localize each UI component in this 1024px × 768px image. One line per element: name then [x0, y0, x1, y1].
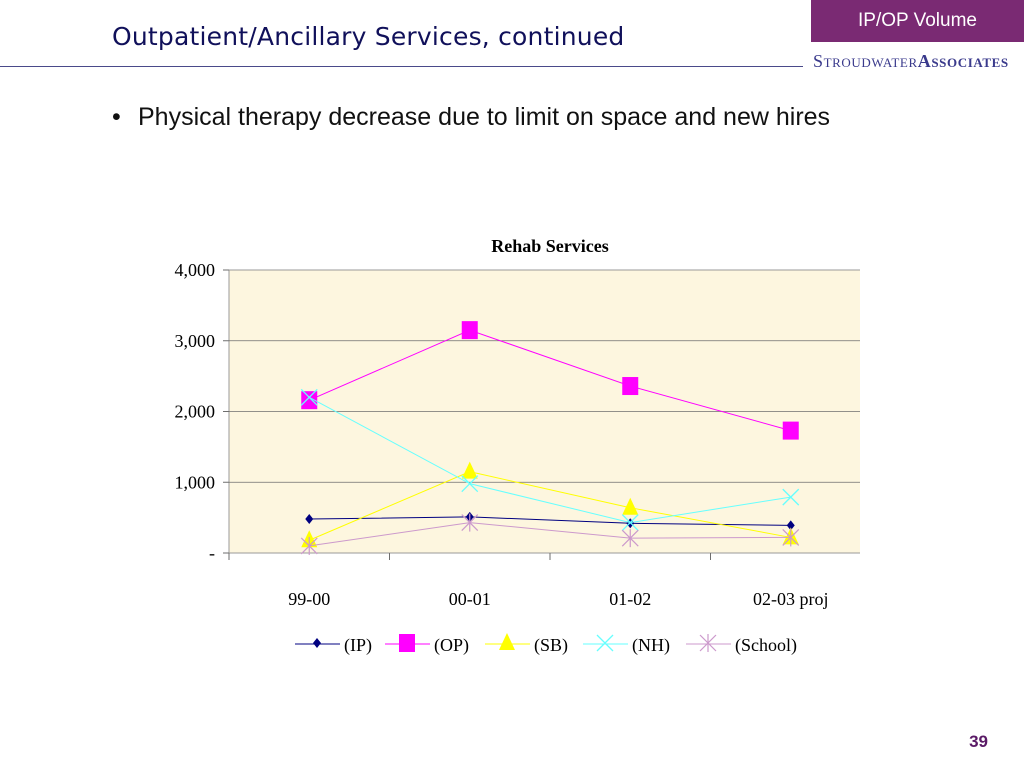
slide-title: Outpatient/Ancillary Services, continued: [112, 22, 625, 51]
legend-item-school: (School): [686, 634, 797, 656]
legend-item-ip: (IP): [295, 635, 372, 656]
section-tag: IP/OP Volume: [811, 0, 1024, 42]
logo-word-2: SSOCIATES: [931, 55, 1009, 70]
bullet-item: Physical therapy decrease due to limit o…: [112, 100, 872, 134]
data-point-op: [782, 421, 799, 440]
logo-word-1: TROUDWATER: [823, 55, 918, 70]
data-point-nh: [782, 488, 800, 506]
section-tag-label: IP/OP Volume: [858, 10, 977, 31]
diamond-marker: [305, 514, 314, 525]
legend-marker: [313, 638, 321, 648]
y-tick-label: 3,000: [175, 331, 216, 351]
data-point-op: [461, 321, 478, 340]
data-point-school: [461, 513, 479, 532]
y-tick-label: 4,000: [175, 260, 216, 280]
legend-marker: [499, 633, 515, 650]
square-marker: [301, 391, 318, 410]
series-line-ip: [309, 516, 791, 526]
page-number: 39: [969, 732, 988, 751]
data-point-sb: [622, 497, 639, 515]
legend-label: (IP): [344, 635, 372, 656]
y-tick-label: 2,000: [175, 402, 216, 422]
square-marker: [399, 634, 415, 652]
series-line-nh: [309, 396, 791, 524]
legend-item-op: (OP): [385, 634, 469, 656]
data-point-sb: [461, 461, 478, 479]
x-tick-label: 99-00: [288, 589, 330, 609]
series-line-sb: [309, 471, 791, 541]
data-point-school: [782, 528, 800, 547]
series-line-op: [309, 329, 791, 432]
x-marker-stroke: [300, 388, 318, 406]
data-point-nh: [621, 514, 639, 532]
diamond-marker: [313, 638, 321, 648]
bullet-list: Physical therapy decrease due to limit o…: [112, 100, 872, 134]
triangle-marker: [461, 461, 478, 479]
data-point-school: [621, 529, 639, 548]
chart-legend: (IP) (OP) (SB) (NH) (School): [295, 633, 797, 656]
diamond-marker: [786, 520, 795, 531]
data-point-school: [300, 536, 318, 555]
square-marker: [622, 377, 639, 396]
x-marker-stroke: [621, 514, 639, 532]
data-point-ip: [786, 520, 795, 531]
title-divider: [0, 66, 803, 67]
chart-title: Rehab Services: [491, 236, 608, 256]
data-point-ip: [305, 514, 314, 525]
legend-marker: [399, 634, 415, 652]
legend-item-nh: (NH): [583, 634, 670, 656]
legend-item-sb: (SB): [485, 633, 568, 656]
rehab-services-chart: Rehab Services - 1,000 2,000 3,000 4,000 99-00…: [175, 236, 860, 656]
legend-label: (OP): [434, 635, 469, 656]
triangle-marker: [622, 497, 639, 515]
x-marker-stroke: [596, 634, 614, 652]
series-line-school: [309, 522, 791, 547]
x-tick-label: 01-02: [609, 589, 651, 609]
data-point-op: [301, 391, 318, 410]
legend-marker: [699, 634, 717, 652]
square-marker: [782, 421, 799, 440]
legend-label: (School): [735, 635, 797, 656]
square-marker: [461, 321, 478, 340]
y-tick-label: -: [209, 543, 215, 563]
x-marker-stroke: [782, 488, 800, 506]
x-tick-label: 02-03 proj: [753, 589, 829, 609]
data-point-nh: [461, 475, 479, 493]
legend-label: (SB): [534, 635, 568, 656]
logo-letter-s: S: [813, 51, 824, 71]
x-marker-stroke: [461, 475, 479, 493]
legend-label: (NH): [632, 635, 670, 656]
data-point-op: [622, 377, 639, 396]
company-logo: S TROUDWATER A SSOCIATES: [813, 51, 1018, 77]
logo-letter-a: A: [917, 51, 932, 71]
legend-marker: [596, 634, 614, 652]
triangle-marker: [499, 633, 515, 650]
data-point-nh: [300, 388, 318, 406]
x-tick-label: 00-01: [449, 589, 491, 609]
y-tick-label: 1,000: [175, 472, 216, 492]
